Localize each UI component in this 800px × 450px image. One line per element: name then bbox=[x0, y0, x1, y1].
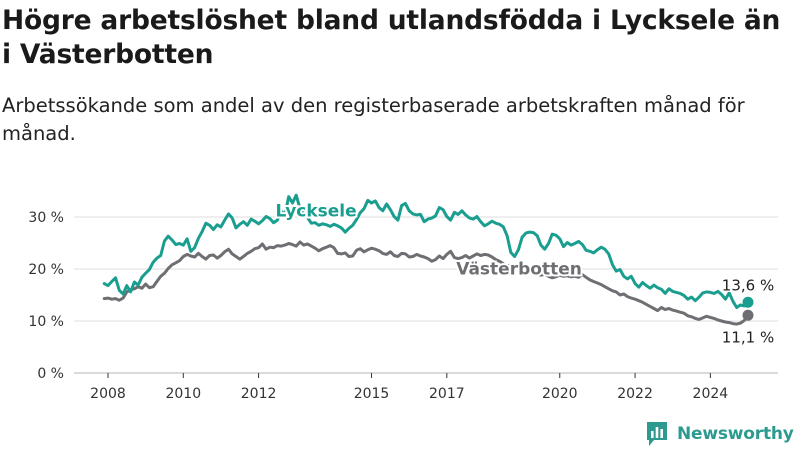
series-line-vasterbotten bbox=[102, 240, 750, 326]
gridlines bbox=[74, 216, 778, 374]
series-end-marker bbox=[742, 309, 754, 321]
brand-name: Newsworthy bbox=[677, 424, 794, 444]
series-line-lycksele bbox=[102, 193, 750, 309]
series-end-marker bbox=[742, 296, 754, 308]
series-name-label: Lycksele bbox=[276, 201, 357, 221]
x-tick-label: 2010 bbox=[165, 386, 201, 402]
y-tick-label: 0 % bbox=[37, 366, 64, 382]
bar-chart-logo-icon bbox=[647, 422, 667, 446]
chart-title: Högre arbetslöshet bland utlandsfödda i … bbox=[2, 5, 781, 70]
y-tick-label: 20 % bbox=[28, 262, 64, 278]
x-tick-label: 2020 bbox=[542, 386, 578, 402]
series-labels: Lycksele Västerbotten 13,6 % 11,1 % bbox=[274, 199, 776, 347]
y-axis: 0 % 10 % 20 % 30 % bbox=[28, 210, 64, 382]
chart-subtitle: Arbetssökande som andel av den registerb… bbox=[2, 94, 745, 145]
series-name-label: Västerbotten bbox=[456, 260, 582, 280]
end-value-label: 13,6 % bbox=[722, 276, 774, 294]
x-tick-label: 2022 bbox=[617, 386, 653, 402]
y-tick-label: 10 % bbox=[28, 314, 64, 330]
newsworthy-logo: Newsworthy bbox=[645, 419, 794, 449]
y-tick-label: 30 % bbox=[28, 210, 64, 226]
x-tick-label: 2008 bbox=[90, 386, 126, 402]
x-tick-label: 2012 bbox=[241, 386, 277, 402]
end-value-label: 11,1 % bbox=[722, 328, 774, 346]
x-axis: 2008 2010 2012 2015 2017 2020 2022 2024 bbox=[90, 373, 728, 402]
x-tick-label: 2024 bbox=[693, 386, 729, 402]
x-tick-label: 2017 bbox=[429, 386, 465, 402]
x-tick-label: 2015 bbox=[354, 386, 390, 402]
series-lines bbox=[102, 193, 754, 326]
